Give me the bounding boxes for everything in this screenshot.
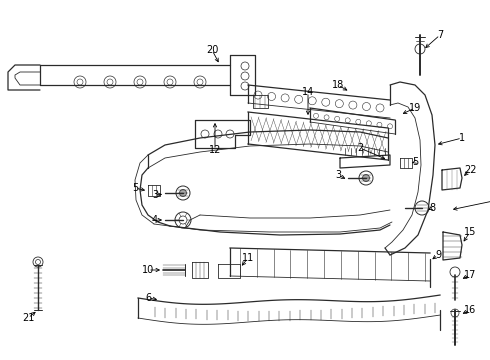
- Text: 6: 6: [145, 293, 151, 303]
- Text: 7: 7: [437, 30, 443, 40]
- Text: 15: 15: [464, 227, 476, 237]
- Text: 21: 21: [22, 313, 34, 323]
- Text: 5: 5: [412, 157, 418, 167]
- Text: 8: 8: [429, 203, 435, 213]
- Circle shape: [179, 189, 187, 197]
- Text: 17: 17: [464, 270, 476, 280]
- Text: 9: 9: [435, 250, 441, 260]
- Text: 11: 11: [242, 253, 254, 263]
- Text: 5: 5: [132, 183, 138, 193]
- Text: 3: 3: [152, 190, 158, 200]
- Text: 3: 3: [335, 170, 341, 180]
- Text: 16: 16: [464, 305, 476, 315]
- Text: 2: 2: [357, 143, 363, 153]
- Text: 19: 19: [409, 103, 421, 113]
- Text: 4: 4: [152, 215, 158, 225]
- Circle shape: [363, 175, 369, 181]
- Text: 18: 18: [332, 80, 344, 90]
- Text: 1: 1: [459, 133, 465, 143]
- Text: 22: 22: [464, 165, 476, 175]
- Text: 12: 12: [209, 145, 221, 155]
- Text: 14: 14: [302, 87, 314, 97]
- Text: 20: 20: [206, 45, 218, 55]
- Text: 10: 10: [142, 265, 154, 275]
